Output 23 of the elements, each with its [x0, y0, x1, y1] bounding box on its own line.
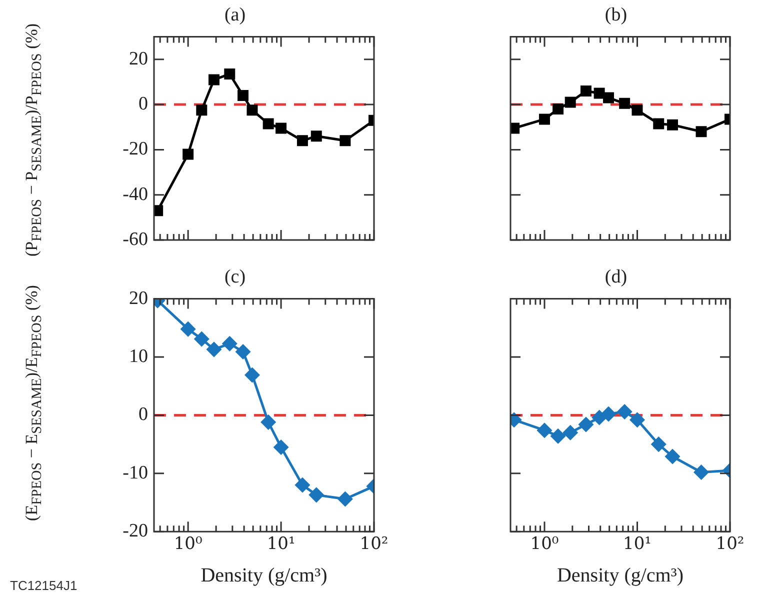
- y-tick-label: -10: [122, 462, 148, 484]
- y-tick-label: -20: [122, 520, 148, 542]
- chart-title: (c): [224, 266, 246, 288]
- chart-title: (a): [224, 4, 246, 26]
- x-tick-label: 10¹: [266, 534, 296, 554]
- chart-title: (b): [604, 4, 628, 26]
- y-tick-label: 10: [129, 346, 148, 367]
- y-tick-label: 0: [138, 404, 148, 426]
- x-axis-title: Density (g/cm³): [556, 564, 684, 586]
- x-tick-label: 10²: [360, 534, 388, 554]
- x-tick-label: 10⁰: [530, 534, 559, 554]
- y-tick-label: 0: [138, 94, 148, 115]
- chart-title: (d): [604, 266, 628, 288]
- y-tick-label: -60: [122, 228, 148, 250]
- y-tick-label: -20: [122, 138, 148, 160]
- x-tick-label: 10²: [716, 534, 744, 554]
- text: TC12154J1: [10, 578, 78, 593]
- x-axis-title: Density (g/cm³): [200, 564, 328, 586]
- y-tick-label: 20: [129, 48, 148, 70]
- y-tick-label: 20: [129, 288, 148, 309]
- y-tick-label: -40: [122, 184, 148, 205]
- x-tick-label: 10¹: [623, 534, 652, 554]
- x-tick-label: 10⁰: [174, 534, 202, 554]
